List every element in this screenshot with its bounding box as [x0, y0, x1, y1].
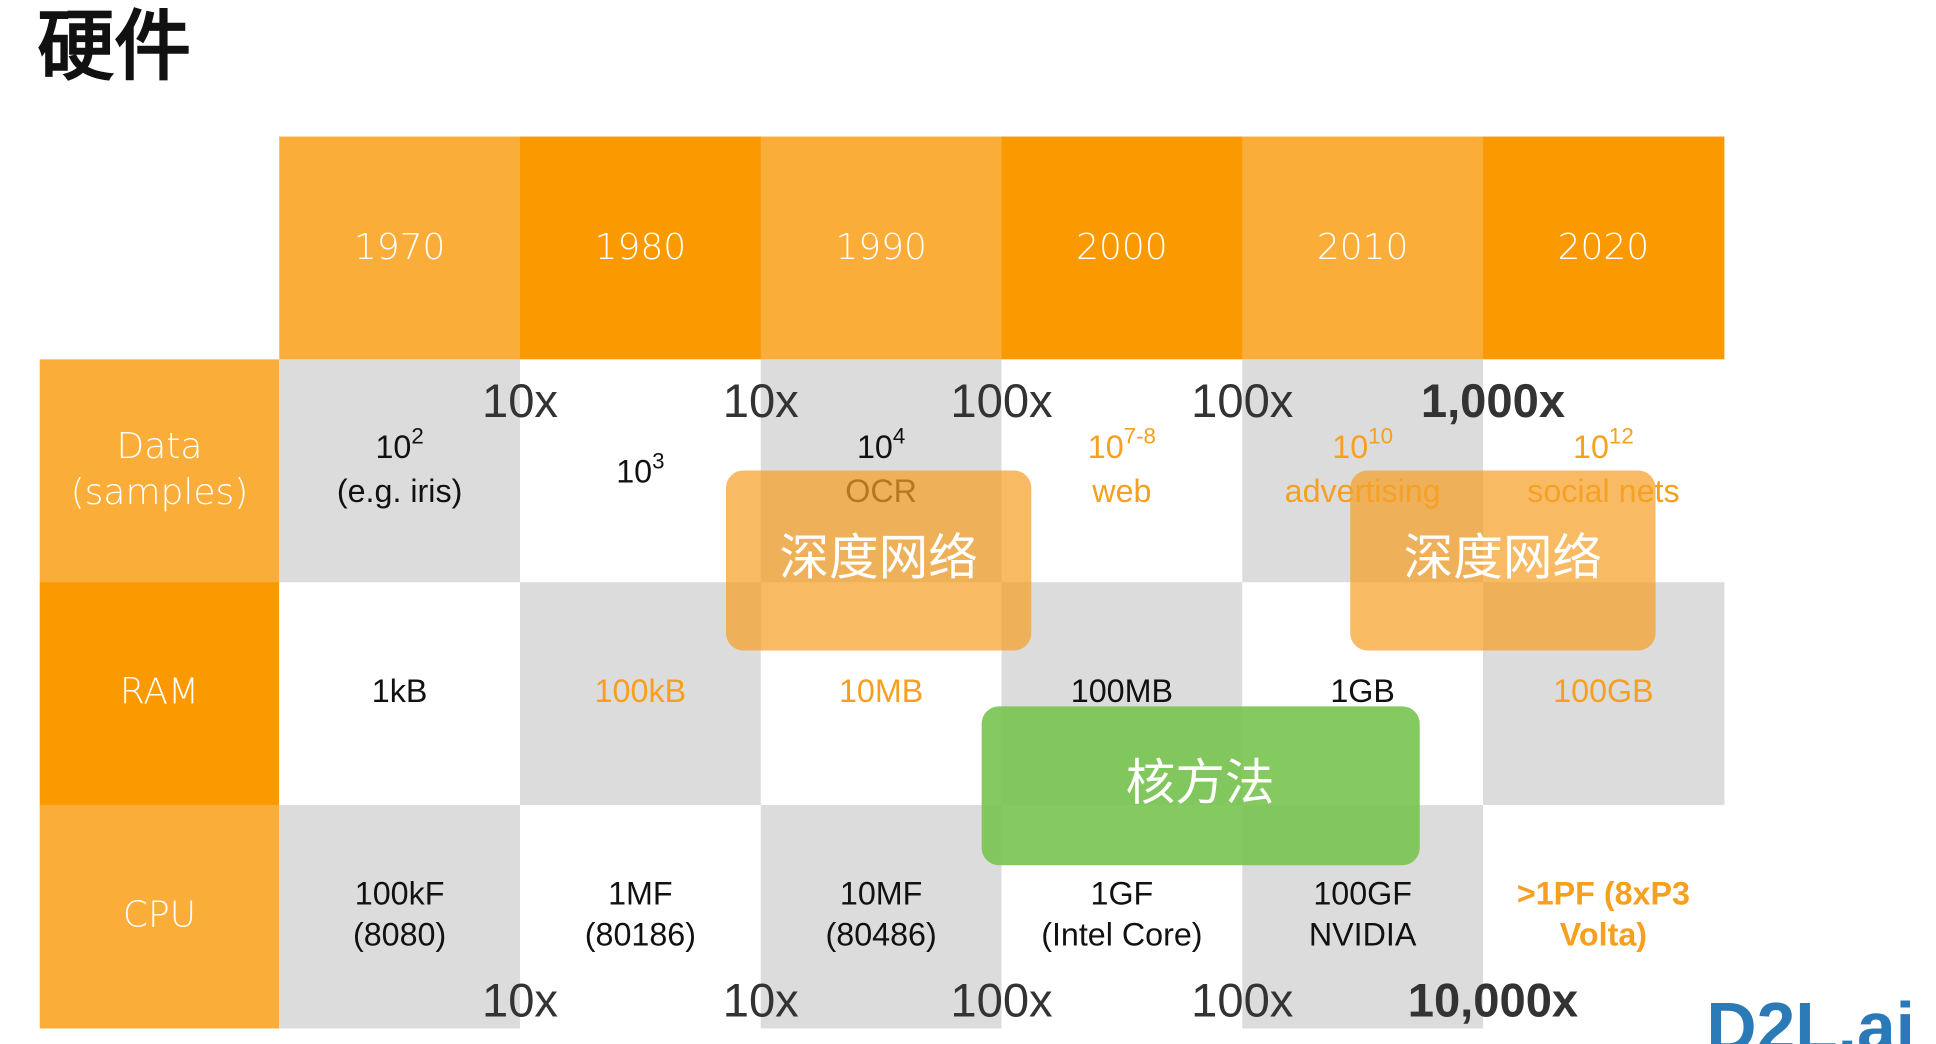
column-header: 1980: [595, 227, 687, 268]
growth-label: 10x: [482, 374, 558, 427]
growth-label: 10x: [482, 974, 558, 1027]
cell-bg: [1001, 359, 1243, 583]
cell-bg: [519, 582, 762, 806]
row-header-cell: [39, 359, 280, 583]
column-header: 2010: [1317, 227, 1409, 268]
cell-value: 1kB: [372, 673, 428, 709]
row-header: RAM: [120, 672, 199, 713]
cell-value: (80186): [585, 916, 696, 952]
overlay-box: [726, 470, 1032, 651]
cell-bg: [760, 805, 1003, 1029]
cell-value: (80486): [826, 916, 937, 952]
header-cell: [1242, 136, 1484, 360]
cell-base: 10: [375, 428, 411, 464]
cell-base: 10: [857, 428, 893, 464]
overlay-label: 深度网络: [779, 529, 977, 587]
row-header: Data: [117, 426, 203, 467]
column-header: 1990: [835, 227, 927, 268]
growth-label: 1,000x: [1421, 374, 1565, 427]
overlay-label: 核方法: [1126, 753, 1275, 811]
cell-sup: 12: [1609, 423, 1634, 448]
overlay-box: [1350, 470, 1656, 651]
cell-value: 100kF: [355, 875, 445, 911]
cell-sup: 2: [411, 423, 423, 448]
cell-bg: [519, 805, 762, 1029]
cell-value: Volta): [1560, 916, 1647, 952]
cell-value: (8080): [353, 916, 446, 952]
overlays: 深度网络 深度网络 核方法: [726, 470, 1656, 866]
cell-sup: 3: [652, 448, 664, 473]
column-header: 2020: [1558, 227, 1650, 268]
cell-value: 100GB: [1553, 673, 1653, 709]
row-header-cell: [39, 582, 280, 806]
cell-sup: 4: [893, 423, 905, 448]
cell-value: 100GF: [1313, 875, 1412, 911]
cell-base: 10: [1332, 428, 1368, 464]
cell-sup: 10: [1368, 423, 1393, 448]
cell-value: 1012: [1573, 423, 1634, 464]
title: 硬件: [37, 3, 191, 92]
header-cell: [279, 136, 521, 360]
row-header: CPU: [123, 894, 196, 935]
cell-value: 107-8: [1088, 423, 1156, 464]
column-header: 1970: [354, 227, 446, 268]
cell-bg: [279, 359, 521, 583]
cell-base: 10: [1088, 428, 1124, 464]
overlay-label: 深度网络: [1404, 529, 1602, 587]
cell-value: NVIDIA: [1309, 916, 1417, 952]
cell-base: 10: [1573, 428, 1609, 464]
cell-bg: [279, 805, 521, 1029]
header-cell: [1001, 136, 1243, 360]
cell-value: 1010: [1332, 423, 1393, 464]
growth-label: 100x: [1191, 974, 1294, 1027]
cell-base: 10: [616, 453, 652, 489]
growth-label: 10x: [723, 974, 799, 1027]
cell-sup: 7-8: [1124, 423, 1156, 448]
cell-value: 1GF: [1091, 875, 1154, 911]
cell-value: 104: [857, 423, 905, 464]
row-header: (samples): [71, 472, 249, 513]
row-header-cell: [39, 805, 280, 1029]
logo: D2L.ai: [1706, 988, 1915, 1044]
cell-value: (Intel Core): [1041, 916, 1202, 952]
growth-label: 10,000x: [1408, 974, 1578, 1027]
cell-note: (e.g. iris): [337, 473, 462, 509]
growth-label: 10x: [723, 374, 799, 427]
cell-value: 100MB: [1071, 673, 1173, 709]
column-header: 2000: [1076, 227, 1168, 268]
cell-value: 10MF: [840, 875, 922, 911]
growth-label: 100x: [1191, 374, 1294, 427]
header-cell: [760, 136, 1003, 360]
cell-value: 102: [375, 423, 423, 464]
header-cell: [519, 136, 762, 360]
cell-bg: [1483, 805, 1725, 1029]
header-cell: [1483, 136, 1725, 360]
cell-value: 1GB: [1330, 673, 1395, 709]
cell-value: 100kB: [595, 673, 686, 709]
cell-value: 103: [616, 448, 664, 489]
cell-value: >1PF (8xP3: [1517, 875, 1690, 911]
cell-value: 1MF: [608, 875, 673, 911]
cell-bg: [519, 359, 762, 583]
growth-label: 100x: [950, 374, 1053, 427]
cell-note: web: [1091, 473, 1151, 509]
overlay-box: [981, 706, 1420, 866]
cell-bg: [279, 582, 521, 806]
cell-value: 10MB: [839, 673, 923, 709]
growth-label: 100x: [950, 974, 1053, 1027]
